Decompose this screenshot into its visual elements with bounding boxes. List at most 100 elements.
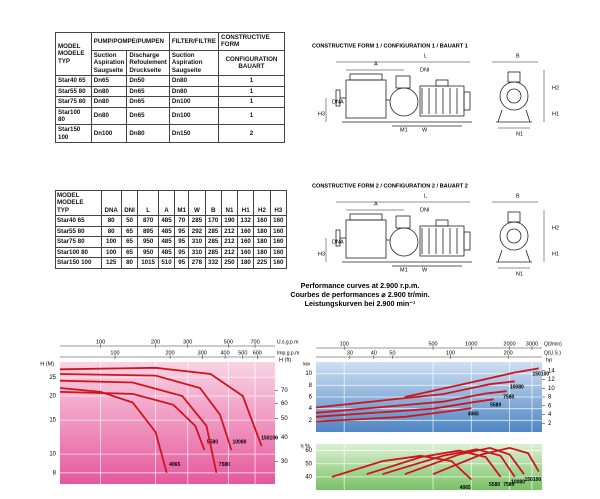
performance-line: Performance curves at 2.900 r.p.m.	[300, 281, 420, 290]
form-header: CONSTRUCTIVE FORM	[217, 32, 286, 51]
cell-text: 180	[256, 248, 268, 256]
cell-text: TYP	[58, 57, 71, 65]
cell-text: Dn80	[93, 87, 109, 95]
cell-text: Dn80	[93, 98, 109, 106]
table-cell: 160	[253, 215, 271, 227]
table-cell: 485	[157, 236, 176, 248]
table-cell: 190	[220, 215, 239, 227]
cell-text: 1015	[141, 259, 155, 267]
cell-text: 65	[126, 238, 133, 246]
model-header: MODEL MODELE TYP	[55, 31, 92, 77]
table-cell: 285	[204, 236, 222, 248]
curve-label: 7580	[219, 462, 230, 468]
cell-text: MODELE	[58, 50, 85, 58]
table-cell: Star40 65	[55, 215, 102, 227]
drawing-shape	[389, 227, 419, 257]
table-cell: 485	[157, 246, 176, 259]
drawing-shape	[345, 219, 387, 259]
table-cell: 485	[157, 215, 176, 227]
plot-background	[316, 444, 542, 490]
curve	[404, 367, 539, 398]
table-cell: Dn80	[90, 85, 128, 98]
cell-text: 160	[240, 227, 251, 235]
cell-text: Saugseite	[171, 66, 202, 74]
y-tick-label: 50	[305, 461, 312, 467]
cell-text: 285	[208, 227, 219, 235]
cell-text: M1	[177, 206, 186, 214]
cell-text: 1	[249, 87, 254, 95]
drawing-shape	[349, 213, 383, 221]
dimension-label: B	[516, 193, 520, 199]
table-row: Star100 80 100 65 950 485 95 310 285 212 160 180 16…	[55, 246, 288, 259]
curve-label: 10080	[232, 439, 246, 445]
column-header: N1	[220, 189, 239, 217]
curve	[315, 398, 494, 418]
dimension-label: N1	[516, 271, 523, 277]
cell-text: 160	[273, 217, 284, 225]
curve-label: 4065	[468, 411, 479, 417]
x-tick-label: 30	[347, 350, 353, 356]
table-cell: Dn65	[126, 96, 170, 108]
y-tick-label: 6	[309, 395, 313, 401]
table-cell: 1	[217, 96, 286, 108]
table-row: Star100 80 Dn80 Dn65 Dn100 1	[55, 106, 286, 126]
performance-line: Courbes de performances ⌀ 2.900 tr/min.	[290, 290, 430, 299]
x-tick-label: 700	[250, 339, 259, 345]
table-cell: Dn100	[90, 124, 128, 144]
cell-text: Dn100	[171, 98, 191, 106]
y2-tick-label: 14	[548, 368, 555, 374]
cell-text: H1	[241, 206, 250, 214]
table-cell: Star75 80	[55, 96, 92, 108]
y2-tick-label: 30	[281, 459, 288, 465]
cell-text: 100	[106, 248, 117, 256]
table-cell: 125	[100, 257, 122, 269]
curve	[59, 366, 263, 447]
dimension-label: L	[424, 53, 427, 59]
suction-header: Suction Aspiration Saugseite	[90, 49, 128, 77]
y2-tick-label: 6	[548, 403, 552, 409]
table-cell: 170	[204, 215, 222, 227]
x-tick-label: 100	[446, 350, 455, 356]
curve	[59, 379, 218, 473]
table-cell: 95	[174, 257, 190, 269]
cell-text: 160	[273, 238, 284, 246]
table-cell: 80	[100, 225, 122, 238]
cell-text: FILTER/FILTRE	[171, 37, 216, 45]
cell-text: 212	[224, 227, 235, 235]
table-cell: 510	[157, 257, 176, 269]
pump-drawing: CONSTRUCTIVE FORM 2 / CONFIGURATION 2 / …	[312, 183, 559, 277]
cell-text: 895	[142, 227, 154, 235]
x-tick-label: 40	[371, 350, 377, 356]
header-row: Suction Aspiration Saugseite Discharge Refou…	[56, 49, 286, 77]
cell-text: 100	[106, 238, 117, 246]
dimension-label: H2	[552, 85, 559, 91]
column-header: H3	[269, 189, 288, 217]
table-cell: 160	[269, 225, 288, 238]
drawing-shape	[499, 81, 529, 111]
table-cell: 180	[253, 236, 271, 248]
table-cell: 292	[188, 225, 206, 238]
x-axis-label: Q(U.S.)	[544, 350, 561, 356]
dimension-label: B	[516, 53, 520, 59]
table-cell: 95	[174, 225, 190, 238]
cell-text: CONSTRUCTIVE FORM	[220, 34, 270, 49]
table-cell: Dn80	[168, 85, 219, 98]
curve-label: 5580	[489, 482, 500, 488]
table-cell: 100	[100, 246, 122, 259]
filter-header: FILTER/FILTRE	[168, 32, 219, 51]
cell-text: 160	[256, 217, 268, 225]
table-cell: 285	[204, 246, 222, 259]
table-cell: 250	[220, 257, 239, 269]
y2-tick-label: 40	[281, 435, 288, 441]
dimension-label: H2	[552, 225, 559, 231]
pump-drawing: CONSTRUCTIVE FORM 1 / CONFIGURATION 1 / …	[312, 43, 559, 137]
cell-text: 170	[208, 217, 219, 225]
y-tick-label: 8	[53, 470, 57, 476]
table-cell: Dn65	[126, 106, 170, 126]
plot-background	[60, 362, 275, 484]
cell-text: 160	[273, 227, 284, 235]
x-tick-label: 500	[428, 341, 437, 347]
cell-text: 50	[126, 217, 133, 225]
table-cell: 160	[269, 257, 288, 269]
column-header: H2	[253, 189, 271, 217]
